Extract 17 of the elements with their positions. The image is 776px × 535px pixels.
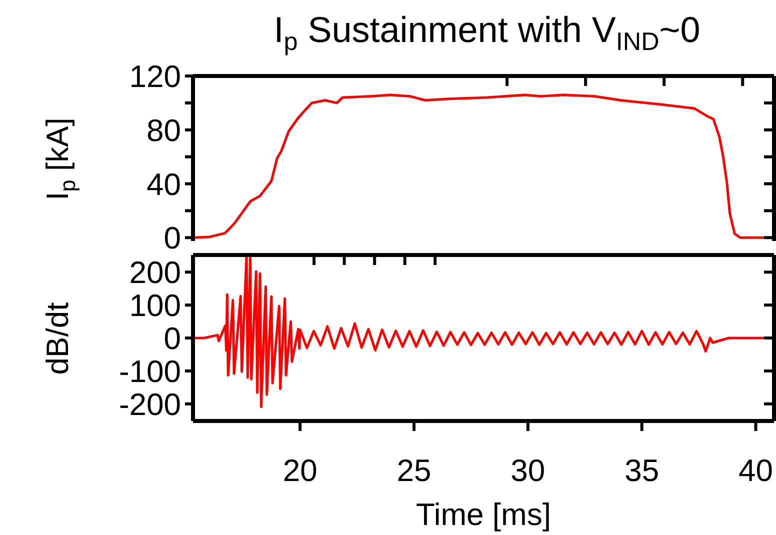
x-axis-title: Time [ms] bbox=[416, 497, 551, 532]
y-tick-label: -200 bbox=[118, 386, 181, 422]
y-tick-label: 120 bbox=[129, 59, 181, 94]
x-tick-label: 20 bbox=[282, 453, 318, 488]
y-tick-label: 0 bbox=[164, 220, 181, 256]
y-tick-label: -100 bbox=[118, 354, 181, 389]
y-tick-label: 80 bbox=[146, 112, 181, 148]
x-tick-label: 25 bbox=[396, 453, 432, 488]
x-tick-label: 30 bbox=[510, 453, 546, 488]
y-tick-label: 100 bbox=[129, 288, 181, 324]
y-tick-label: 200 bbox=[129, 255, 181, 290]
y-axis-title: dB/dt bbox=[40, 302, 75, 375]
x-tick-label: 35 bbox=[624, 453, 660, 488]
y-tick-label: 40 bbox=[146, 166, 181, 202]
x-tick-label: 40 bbox=[738, 453, 774, 488]
chart-title: I$_{p}$ Sustainment with V$_{IND}$~0 bbox=[274, 9, 700, 56]
y-tick-label: 0 bbox=[164, 321, 181, 356]
